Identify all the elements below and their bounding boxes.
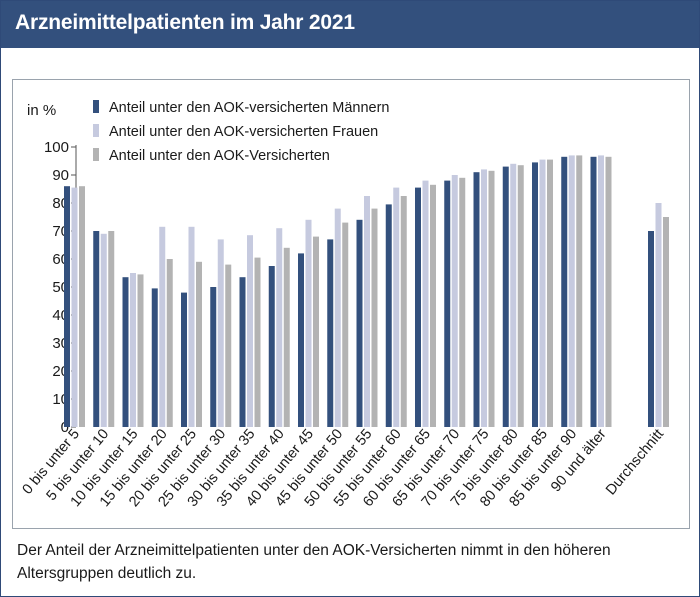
bar-men-7 [268, 266, 275, 427]
bar-women-8 [305, 219, 312, 427]
bar-men-11 [385, 204, 392, 427]
bar-all-2 [137, 274, 144, 427]
chart-caption: Der Anteil der Arzneimittelpatienten unt… [17, 542, 611, 582]
bar-all-6 [254, 257, 261, 427]
bar-all-15 [517, 165, 524, 427]
header-bar: Arzneimittelpatienten im Jahr 2021 [1, 1, 699, 48]
bar-women-12 [422, 180, 429, 427]
bar-all-11 [400, 196, 407, 427]
bar-women-13 [451, 175, 458, 427]
bar-men-3 [151, 288, 158, 427]
bar-all-14 [488, 170, 495, 428]
bar-men-6 [239, 277, 246, 427]
bar-women-2 [130, 273, 136, 427]
bar-men-18 [590, 156, 597, 428]
legend-swatch-0 [93, 100, 99, 113]
bar-all-0 [79, 186, 85, 427]
bar-all-18 [605, 156, 612, 428]
bar-women-19 [655, 203, 662, 427]
x-tick-label-19: Durchschnitt [603, 426, 667, 498]
bar-all-7 [283, 247, 290, 427]
bar-women-9 [334, 208, 341, 427]
bar-men-5 [210, 287, 217, 427]
bar-men-1 [93, 231, 100, 427]
bar-all-10 [371, 208, 378, 427]
bar-all-16 [547, 159, 553, 427]
bar-men-19 [648, 231, 654, 427]
bar-women-10 [364, 196, 370, 427]
bar-men-8 [298, 253, 304, 427]
bar-women-6 [247, 235, 253, 427]
bar-all-4 [196, 261, 202, 427]
y-tick-label-90: 90 [52, 167, 69, 184]
chart-title: Arzneimittelpatienten im Jahr 2021 [15, 11, 355, 34]
bar-men-12 [415, 187, 421, 427]
bar-all-1 [108, 231, 115, 427]
bar-men-9 [327, 239, 334, 427]
bar-men-2 [122, 277, 129, 427]
bar-all-9 [342, 222, 349, 427]
legend-label-1: Anteil unter den AOK-versicherten Frauen [109, 124, 378, 140]
y-tick-label-0: 0 [61, 419, 69, 436]
bar-all-13 [459, 177, 466, 427]
y-axis-label: in % [27, 102, 56, 119]
bar-men-4 [181, 292, 187, 427]
bar-women-17 [568, 155, 575, 427]
legend-swatch-2 [93, 148, 99, 161]
bar-men-10 [356, 219, 363, 427]
bar-women-1 [100, 233, 107, 427]
bar-all-12 [430, 184, 436, 427]
legend-label-2: Anteil unter den AOK-Versicherten [109, 148, 330, 164]
y-tick-label-100: 100 [44, 139, 69, 156]
bar-women-3 [159, 226, 166, 427]
bar-women-0 [71, 187, 78, 427]
bar-all-19 [663, 217, 669, 427]
bar-women-14 [481, 169, 487, 427]
bar-women-16 [539, 159, 546, 427]
bar-women-7 [276, 228, 283, 427]
bar-men-0 [64, 186, 70, 427]
bar-women-5 [217, 239, 224, 427]
legend-swatch-1 [93, 124, 99, 137]
bar-all-3 [166, 259, 173, 427]
bar-all-8 [313, 236, 319, 427]
bar-all-17 [576, 155, 583, 427]
bar-women-4 [188, 226, 195, 427]
bar-men-15 [502, 166, 509, 427]
bar-all-5 [225, 264, 232, 427]
legend-label-0: Anteil unter den AOK-versicherten Männer… [109, 100, 389, 116]
bar-men-17 [561, 156, 568, 428]
bar-men-14 [473, 172, 480, 427]
bar-men-13 [444, 180, 451, 427]
bar-men-16 [532, 162, 538, 427]
bar-women-18 [598, 155, 604, 427]
bar-women-11 [393, 187, 400, 427]
bar-women-15 [510, 163, 517, 428]
